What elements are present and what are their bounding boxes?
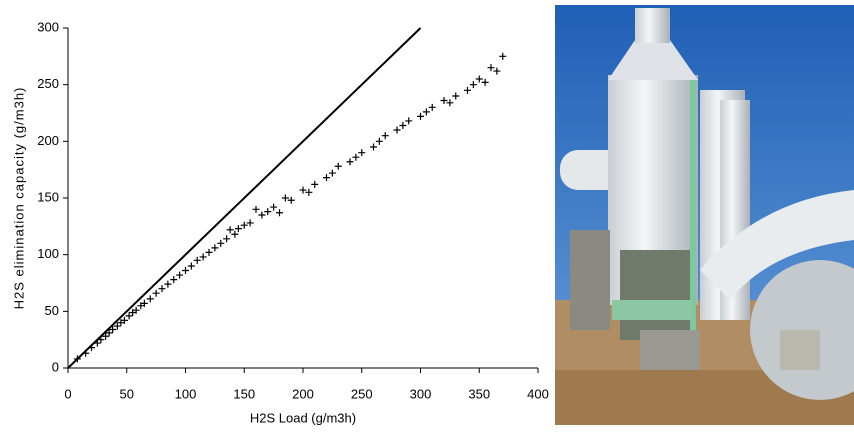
point	[97, 336, 105, 344]
point	[469, 81, 477, 89]
point	[125, 312, 133, 320]
point	[117, 319, 125, 327]
x-tick-label: 150	[233, 386, 255, 401]
point	[187, 262, 195, 270]
point	[88, 344, 95, 352]
y-tick-label: 250	[37, 76, 59, 91]
point	[240, 221, 248, 229]
x-tick-label: 350	[468, 386, 490, 401]
point	[109, 325, 117, 333]
point	[120, 316, 128, 324]
y-tick-label: 0	[52, 359, 59, 374]
point	[375, 137, 383, 145]
point	[182, 267, 189, 275]
point	[258, 211, 266, 219]
point	[158, 285, 166, 293]
reference-line	[67, 27, 422, 369]
point	[105, 329, 113, 337]
point	[358, 149, 366, 157]
point	[276, 209, 283, 217]
point	[487, 64, 495, 72]
point	[193, 256, 201, 264]
point	[352, 153, 360, 161]
y-tick-label: 100	[37, 246, 59, 261]
point	[82, 349, 90, 357]
point	[481, 78, 489, 86]
point	[264, 208, 272, 216]
point	[234, 225, 242, 233]
point	[176, 271, 184, 279]
x-tick-label: 250	[351, 386, 373, 401]
y-tick-label: 300	[37, 19, 59, 34]
point	[428, 103, 436, 111]
point	[129, 308, 137, 316]
point	[205, 248, 213, 256]
point	[137, 302, 145, 310]
x-tick-label: 50	[120, 386, 134, 401]
point	[102, 332, 110, 340]
point	[226, 226, 234, 234]
point	[399, 121, 407, 129]
x-axis-label: H2S Load (g/m3h)	[250, 410, 356, 425]
point	[231, 230, 239, 238]
point	[281, 194, 289, 202]
photo	[555, 5, 854, 425]
point	[475, 75, 483, 83]
point	[417, 112, 424, 120]
point	[211, 244, 219, 252]
point	[140, 299, 148, 307]
point	[405, 117, 413, 125]
point	[346, 158, 354, 166]
point	[323, 174, 330, 182]
y-tick-label: 150	[37, 189, 59, 204]
point	[493, 67, 501, 75]
point	[287, 196, 295, 204]
point	[199, 253, 207, 261]
point	[223, 235, 231, 243]
point	[464, 86, 471, 94]
x-tick-label: 200	[292, 386, 314, 401]
point	[93, 339, 101, 347]
y-tick-label: 200	[37, 133, 59, 148]
point	[270, 203, 278, 211]
y-axis-label: H2S elimination capacity (g/m3h)	[11, 87, 26, 310]
point	[164, 280, 172, 288]
point	[252, 205, 260, 213]
point	[328, 169, 336, 177]
point	[334, 162, 342, 170]
point	[446, 99, 454, 107]
x-tick-label: 400	[527, 386, 549, 401]
point	[299, 186, 307, 194]
point	[146, 295, 154, 303]
x-tick-label: 300	[410, 386, 432, 401]
point	[393, 126, 401, 134]
x-tick-label: 100	[175, 386, 197, 401]
point	[422, 108, 430, 116]
point	[311, 180, 319, 188]
point	[152, 289, 160, 297]
point	[132, 306, 140, 314]
point	[452, 92, 460, 100]
point	[217, 239, 225, 247]
point	[113, 322, 121, 330]
point	[73, 355, 81, 363]
point	[440, 97, 448, 105]
point	[499, 52, 507, 60]
point	[370, 143, 377, 151]
point	[381, 132, 389, 140]
y-tick-label: 50	[45, 303, 59, 318]
point	[170, 276, 178, 284]
point	[305, 188, 313, 196]
point	[246, 219, 254, 227]
x-tick-label: 0	[64, 386, 71, 401]
